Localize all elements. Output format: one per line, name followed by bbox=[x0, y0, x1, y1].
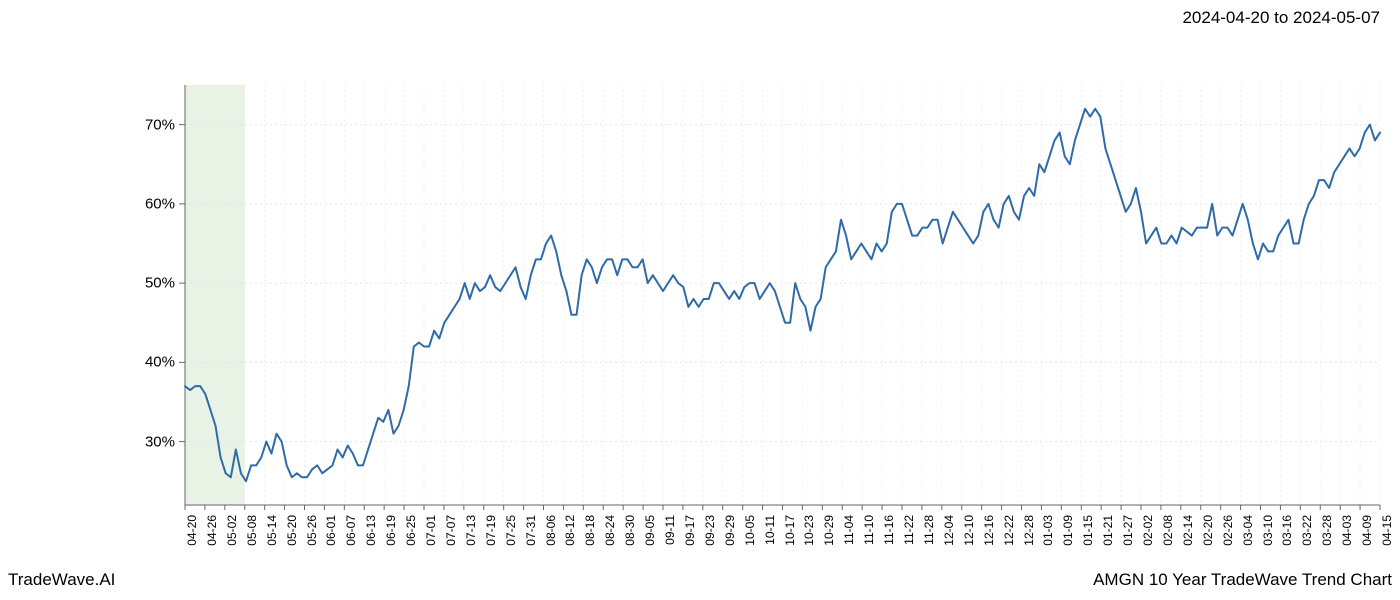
x-tick-label: 01-15 bbox=[1081, 515, 1095, 546]
x-tick-label: 06-25 bbox=[404, 515, 418, 546]
x-tick-label: 03-22 bbox=[1300, 515, 1314, 546]
x-tick-label: 09-29 bbox=[723, 515, 737, 546]
y-tick-label: 50% bbox=[105, 275, 175, 292]
x-tick-label: 07-25 bbox=[504, 515, 518, 546]
x-tick-label: 07-19 bbox=[484, 515, 498, 546]
y-tick-label: 40% bbox=[105, 354, 175, 371]
x-tick-label: 05-08 bbox=[245, 515, 259, 546]
x-tick-label: 04-03 bbox=[1340, 515, 1354, 546]
x-tick-label: 11-16 bbox=[882, 515, 896, 545]
x-tick-label: 05-02 bbox=[225, 515, 239, 546]
x-tick-label: 12-10 bbox=[962, 515, 976, 546]
x-tick-label: 09-05 bbox=[643, 515, 657, 546]
x-tick-label: 02-02 bbox=[1141, 515, 1155, 546]
y-tick-label: 60% bbox=[105, 195, 175, 212]
x-tick-label: 11-28 bbox=[922, 515, 936, 545]
y-tick-label: 30% bbox=[105, 433, 175, 450]
x-tick-label: 07-01 bbox=[424, 515, 438, 546]
x-tick-label: 09-11 bbox=[663, 515, 677, 545]
x-tick-label: 05-20 bbox=[285, 515, 299, 546]
x-tick-label: 01-21 bbox=[1101, 515, 1115, 546]
x-tick-label: 04-26 bbox=[205, 515, 219, 546]
x-tick-label: 11-22 bbox=[902, 515, 916, 545]
x-tick-label: 12-28 bbox=[1022, 515, 1036, 546]
x-tick-label: 08-18 bbox=[583, 515, 597, 546]
x-tick-label: 06-13 bbox=[364, 515, 378, 546]
x-tick-label: 12-04 bbox=[942, 515, 956, 546]
trend-chart-svg bbox=[0, 40, 1400, 530]
x-tick-label: 03-16 bbox=[1280, 515, 1294, 546]
x-tick-label: 08-12 bbox=[563, 515, 577, 546]
x-tick-label: 08-06 bbox=[544, 515, 558, 546]
x-tick-label: 11-10 bbox=[862, 515, 876, 545]
x-tick-label: 08-30 bbox=[623, 515, 637, 546]
chart-area: 30%40%50%60%70% 04-2004-2605-0205-0805-1… bbox=[0, 40, 1400, 530]
x-tick-label: 06-19 bbox=[384, 515, 398, 546]
x-tick-label: 05-14 bbox=[265, 515, 279, 546]
x-tick-label: 01-03 bbox=[1041, 515, 1055, 546]
x-tick-label: 07-31 bbox=[524, 515, 538, 546]
x-tick-label: 06-07 bbox=[344, 515, 358, 546]
x-tick-label: 09-23 bbox=[703, 515, 717, 546]
x-tick-label: 02-20 bbox=[1201, 515, 1215, 546]
chart-container: 2024-04-20 to 2024-05-07 30% 40% 50% 60% 70%… bbox=[0, 0, 1400, 600]
x-tick-label: 12-16 bbox=[982, 515, 996, 546]
footer-title: AMGN 10 Year TradeWave Trend Chart bbox=[1093, 570, 1392, 590]
x-tick-label: 02-08 bbox=[1161, 515, 1175, 546]
x-tick-label: 04-15 bbox=[1380, 515, 1394, 546]
footer-brand: TradeWave.AI bbox=[8, 570, 115, 590]
x-tick-label: 10-05 bbox=[743, 515, 757, 546]
x-tick-label: 02-26 bbox=[1221, 515, 1235, 546]
x-tick-label: 05-26 bbox=[305, 515, 319, 546]
x-tick-label: 10-29 bbox=[822, 515, 836, 546]
date-range-label: 2024-04-20 to 2024-05-07 bbox=[1182, 8, 1380, 28]
x-tick-label: 04-20 bbox=[185, 515, 199, 546]
x-tick-label: 07-13 bbox=[464, 515, 478, 546]
x-tick-label: 03-10 bbox=[1261, 515, 1275, 546]
x-tick-label: 01-27 bbox=[1121, 515, 1135, 546]
x-tick-label: 08-24 bbox=[603, 515, 617, 546]
x-tick-label: 06-01 bbox=[324, 515, 338, 546]
x-tick-label: 12-22 bbox=[1002, 515, 1016, 546]
x-tick-label: 02-14 bbox=[1181, 515, 1195, 546]
x-tick-label: 04-09 bbox=[1360, 515, 1374, 546]
x-tick-label: 01-09 bbox=[1061, 515, 1075, 546]
x-tick-label: 03-28 bbox=[1320, 515, 1334, 546]
x-tick-label: 09-17 bbox=[683, 515, 697, 546]
x-tick-label: 10-23 bbox=[802, 515, 816, 546]
x-tick-label: 10-11 bbox=[763, 515, 777, 545]
x-tick-label: 07-07 bbox=[444, 515, 458, 546]
x-tick-label: 11-04 bbox=[842, 515, 856, 545]
x-tick-label: 03-04 bbox=[1241, 515, 1255, 546]
x-tick-label: 10-17 bbox=[783, 515, 797, 546]
y-tick-label: 70% bbox=[105, 116, 175, 133]
